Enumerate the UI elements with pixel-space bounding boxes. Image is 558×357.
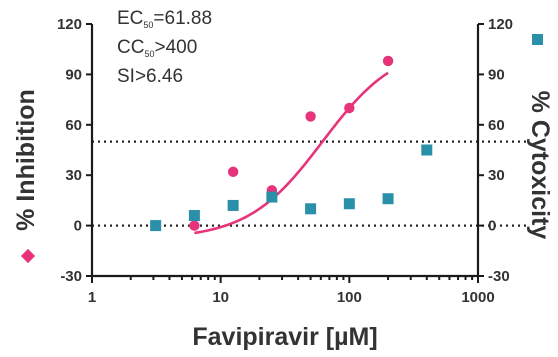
right-y-tick-label: 60 xyxy=(488,117,505,134)
annotation-line: CC50>400 xyxy=(117,37,197,59)
inhibition-point xyxy=(305,111,316,122)
left-y-axis-title: % Inhibition xyxy=(12,89,40,231)
fit-curves xyxy=(194,71,389,235)
x-tick-label: 10 xyxy=(212,289,229,306)
right-y-tick-label: 30 xyxy=(488,167,505,184)
cytotoxicity-point xyxy=(227,199,239,211)
inhibition-point xyxy=(189,220,200,231)
right-y-tick-label: -30 xyxy=(488,268,510,285)
legend-markers xyxy=(20,34,543,264)
cytotoxicity-legend-marker xyxy=(532,34,543,45)
right-y-tick-label: 0 xyxy=(488,218,496,235)
left-y-tick-label: 90 xyxy=(65,66,82,83)
x-tick-label: 100 xyxy=(337,289,362,306)
cytotoxicity-point xyxy=(266,191,278,203)
annotation-line: SI>6.46 xyxy=(117,66,183,87)
inhibition-fit-curve xyxy=(194,71,389,235)
cytotoxicity-point xyxy=(150,220,162,232)
right-y-tick-label: 120 xyxy=(488,16,513,33)
inhibition-point xyxy=(227,166,239,178)
reference-lines xyxy=(92,140,526,227)
left-y-tick-label: 120 xyxy=(57,16,82,33)
annotation-block: EC50=61.88 CC50>400 SI>6.46 xyxy=(117,8,212,87)
inhibition-point xyxy=(344,102,355,114)
left-y-tick-label: -30 xyxy=(60,268,82,285)
right-y-tick-label: 90 xyxy=(488,66,505,83)
annotation-line: EC50=61.88 xyxy=(117,8,212,30)
cytotoxicity-point xyxy=(188,210,200,222)
data-points xyxy=(150,55,433,232)
cytotoxicity-point xyxy=(343,198,355,210)
cytotoxicity-point xyxy=(305,203,317,215)
right-y-axis-title: % Cytoxicity xyxy=(526,91,554,240)
x-tick-label: 1000 xyxy=(461,289,494,306)
x-tick-label: 1 xyxy=(88,289,96,306)
left-y-tick-label: 60 xyxy=(65,117,82,134)
cytotoxicity-point xyxy=(421,144,433,156)
x-axis-title: Favipiravir [µM] xyxy=(192,323,377,351)
left-y-tick-label: 30 xyxy=(65,167,82,184)
left-y-tick-label: 0 xyxy=(74,218,82,235)
inhibition-point xyxy=(382,55,394,67)
inhibition-legend-marker xyxy=(20,248,36,264)
cytotoxicity-point xyxy=(382,193,394,205)
